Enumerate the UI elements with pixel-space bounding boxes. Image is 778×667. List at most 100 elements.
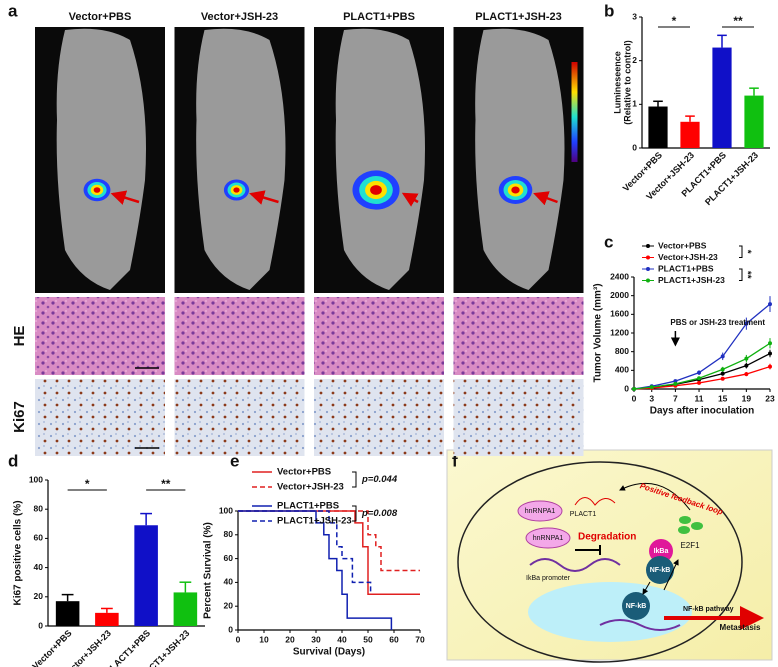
mouse-body — [335, 28, 425, 290]
feedback-arrow — [619, 482, 691, 511]
marker — [697, 380, 702, 385]
nfkb — [646, 556, 674, 584]
x-tick-label: 15 — [718, 393, 728, 403]
significance-bracket — [739, 268, 743, 281]
diagram-label: NF-kB pathway — [683, 606, 734, 613]
survival-curve — [238, 510, 393, 630]
y-tick-label: 3 — [632, 11, 637, 21]
chart: 0 20 40 60 80 100 Percent Survival (%) 0 10 20 30 4… — [203, 467, 425, 658]
y-tick-label: 0 — [624, 383, 629, 393]
significance-label: * — [741, 250, 752, 254]
pointer-arrow — [401, 192, 419, 207]
y-tick-label: 1 — [632, 99, 637, 109]
x-axis-label: Days after inoculation — [650, 406, 754, 417]
x-tick-label: Vector+PBS — [30, 628, 73, 667]
significance-bracket — [352, 471, 357, 488]
x-tick-label: 70 — [415, 634, 425, 644]
x-tick-label: 60 — [389, 634, 399, 644]
survival-curve — [238, 510, 372, 595]
marker — [744, 356, 749, 361]
diagram-label: PLACT1 — [570, 511, 597, 518]
ki67-image — [314, 379, 444, 456]
x-tick-label: 0 — [236, 634, 241, 644]
y-tick-label: 60 — [224, 553, 234, 563]
he-image — [314, 297, 444, 375]
y-tick-label: 0 — [632, 142, 637, 152]
legend-label: Vector+PBS — [658, 240, 707, 250]
x-tick-label: 50 — [363, 634, 373, 644]
legend-label: Vector+JSH-23 — [277, 482, 344, 493]
marker — [673, 381, 678, 386]
y-axis-label: (Relative to control) — [622, 40, 632, 125]
signal — [370, 185, 382, 195]
column-header: PLACT1+PBS — [343, 11, 415, 23]
e2f1 — [679, 516, 691, 524]
mouse-body — [56, 28, 146, 290]
x-tick-label: 40 — [337, 634, 347, 644]
marker — [768, 364, 772, 369]
he-image — [35, 297, 165, 375]
y-tick-label: 800 — [615, 346, 629, 356]
column-header: Vector+JSH-23 — [201, 11, 278, 23]
y-tick-label: 20 — [34, 591, 44, 601]
diagram-label: hnRNPA1 — [533, 535, 564, 542]
ki67-image — [35, 379, 165, 456]
y-tick-label: 0 — [38, 620, 43, 630]
signal — [93, 187, 101, 193]
arrow — [642, 581, 651, 595]
marker — [649, 385, 654, 390]
x-axis-label: Survival (Days) — [293, 647, 365, 658]
panel-label: e — [230, 451, 239, 470]
marker — [768, 341, 772, 346]
pointer-arrow — [533, 191, 558, 206]
panel-label: f — [452, 451, 458, 470]
signal — [511, 186, 520, 194]
marker — [720, 376, 725, 381]
significance-bracket — [739, 245, 743, 258]
he-image — [453, 297, 584, 375]
x-tick-label: 23 — [765, 393, 775, 403]
significance-label: * — [85, 477, 90, 491]
bar — [95, 612, 119, 626]
legend-label: Vector+JSH-23 — [658, 252, 718, 262]
x-tick-label: 10 — [259, 634, 269, 644]
row-label: Ki67 — [11, 401, 28, 433]
e2f1 — [691, 522, 703, 530]
plact1-rna — [574, 497, 616, 506]
x-tick-label: 0 — [632, 393, 637, 403]
p-value: p=0.008 — [361, 508, 398, 519]
mouse-body — [475, 28, 565, 290]
y-tick-label: 100 — [29, 474, 43, 484]
y-tick-label: 1200 — [610, 327, 629, 337]
y-tick-label: 20 — [224, 600, 234, 610]
ki67-image — [453, 379, 584, 456]
y-tick-label: 2000 — [610, 290, 629, 300]
diagram: Positive feedback loop hnRNPA1 PLACT1 De… — [446, 449, 773, 663]
y-axis-label: Lumineseence — [612, 51, 622, 114]
x-tick-label: 3 — [649, 393, 654, 403]
legend-marker — [646, 244, 650, 248]
diagram-label: NF-kB — [626, 603, 647, 610]
series-line — [633, 303, 771, 390]
x-tick-label: 30 — [311, 634, 321, 644]
y-tick-label: 2400 — [610, 271, 629, 281]
arrow — [663, 559, 679, 591]
y-tick-label: 80 — [224, 529, 234, 539]
y-tick-label: 400 — [615, 365, 629, 375]
significance-label: ** — [741, 271, 752, 279]
y-tick-label: 100 — [219, 505, 233, 515]
marker — [673, 379, 678, 384]
ki67-image — [174, 379, 305, 456]
survival-curve — [238, 510, 420, 596]
marker — [768, 302, 772, 307]
diagram-label: NF-kB — [650, 567, 671, 574]
y-axis-label: Ki67 positive cells (%) — [13, 500, 24, 605]
bar — [744, 95, 764, 148]
bar — [648, 106, 668, 148]
x-tick-label: 20 — [285, 634, 295, 644]
column-header: Vector+PBS — [69, 11, 132, 23]
legend-label: PLACT1+PBS — [658, 263, 714, 273]
bar — [173, 592, 198, 626]
e2f1 — [678, 526, 690, 534]
